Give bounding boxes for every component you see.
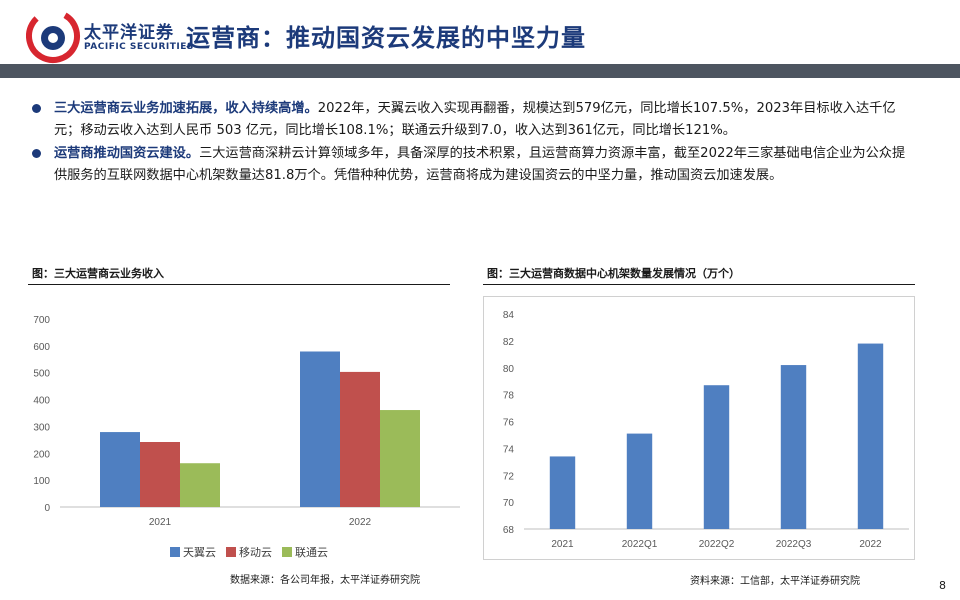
y-tick-label: 400	[33, 396, 50, 407]
y-tick-label: 78	[503, 391, 515, 402]
bar	[626, 433, 653, 529]
bar	[140, 442, 180, 507]
right-chart-frame	[483, 296, 915, 560]
logo-mark-icon	[26, 9, 80, 63]
x-tick-label: 2022	[859, 539, 882, 550]
bullet-dot-icon	[32, 104, 41, 113]
y-tick-label: 500	[33, 369, 50, 380]
bullet-text: 三大运营商深耕云计算领域多年，具备深厚的技术积累，且运营商算力资源丰富，截至20…	[54, 146, 906, 183]
logo-text-cn: 太平洋证券	[84, 23, 174, 43]
bullet-lead: 三大运营商云业务加速拓展，收入持续高增。	[54, 101, 318, 116]
right-chart-caption: 图：三大运营商数据中心机架数量发展情况（万个）	[487, 267, 740, 280]
left-chart-source: 数据来源：各公司年报，太平洋证券研究院	[230, 575, 420, 586]
left-chart-legend: 天翼云 移动云 联通云	[170, 544, 328, 560]
y-tick-label: 74	[503, 444, 515, 455]
legend-swatch	[170, 547, 180, 557]
x-tick-label: 2022Q3	[776, 539, 812, 550]
y-tick-label: 100	[33, 476, 50, 487]
y-tick-label: 600	[33, 342, 50, 353]
bar	[380, 410, 420, 507]
left-chart-svg: 0 100 200 300 400 500 600 700 2021 2022	[33, 315, 460, 527]
y-tick-label: 72	[503, 471, 515, 482]
y-tick-label: 82	[503, 337, 515, 348]
y-tick-label: 700	[33, 315, 50, 326]
y-tick-label: 80	[503, 364, 515, 375]
x-tick-label: 2022Q1	[622, 539, 658, 550]
page-title: 运营商：推动国资云发展的中坚力量	[186, 23, 586, 52]
left-chart: 0 100 200 300 400 500 600 700 2021 2022	[20, 305, 470, 527]
bullet-lead: 运营商推动国资云建设。	[54, 146, 200, 161]
bar	[340, 371, 380, 507]
bar	[100, 432, 140, 507]
legend-label: 天翼云	[183, 546, 216, 559]
page-number: 8	[939, 579, 946, 592]
bar	[180, 463, 220, 507]
right-chart: 68 70 72 74 76 78 80 82 84 2021 2022Q1 2022Q2 2022Q3…	[484, 300, 914, 556]
bar	[703, 385, 730, 529]
bullet-item: 运营商推动国资云建设。三大运营商深耕云计算领域多年，具备深厚的技术积累，且运营商…	[30, 143, 910, 187]
bar	[549, 456, 576, 529]
y-tick-label: 68	[503, 525, 515, 536]
logo-text-en: PACIFIC SECURITIES	[84, 42, 194, 52]
left-caption-underline	[28, 284, 450, 285]
x-tick-label: 2022	[349, 517, 372, 527]
bullet-list: 三大运营商云业务加速拓展，收入持续高增。2022年，天翼云收入实现再翻番，规模达…	[30, 98, 910, 188]
legend-label: 移动云	[239, 546, 272, 559]
bullet-dot-icon	[32, 149, 41, 158]
bullet-text: 2022年，天翼云收入实现再翻番，规模达到579亿元，同比增长107.5%，20…	[54, 101, 896, 138]
legend-item: 天翼云	[170, 544, 216, 560]
x-tick-label: 2022Q2	[699, 539, 735, 550]
y-tick-label: 0	[44, 503, 50, 514]
y-tick-label: 70	[503, 498, 515, 509]
right-caption-underline	[483, 284, 915, 285]
y-tick-label: 200	[33, 449, 50, 460]
bullet-item: 三大运营商云业务加速拓展，收入持续高增。2022年，天翼云收入实现再翻番，规模达…	[30, 98, 910, 142]
y-tick-label: 84	[503, 310, 515, 321]
y-tick-label: 300	[33, 422, 50, 433]
right-chart-source: 资料来源：工信部，太平洋证券研究院	[690, 576, 860, 587]
x-tick-label: 2021	[149, 517, 172, 527]
legend-item: 移动云	[226, 544, 272, 560]
right-chart-svg: 68 70 72 74 76 78 80 82 84 2021 2022Q1 2022Q2 2022Q3…	[503, 310, 909, 550]
bar	[780, 365, 807, 529]
legend-swatch	[282, 547, 292, 557]
legend-swatch	[226, 547, 236, 557]
bar	[300, 351, 340, 507]
title-divider-bar	[0, 64, 960, 78]
legend-label: 联通云	[295, 546, 328, 559]
legend-item: 联通云	[282, 544, 328, 560]
y-tick-label: 76	[503, 418, 515, 429]
company-logo: 太平洋证券 PACIFIC SECURITIES	[26, 8, 193, 64]
bar	[857, 343, 884, 529]
left-chart-caption: 图：三大运营商云业务收入	[32, 267, 164, 280]
x-tick-label: 2021	[551, 539, 574, 550]
